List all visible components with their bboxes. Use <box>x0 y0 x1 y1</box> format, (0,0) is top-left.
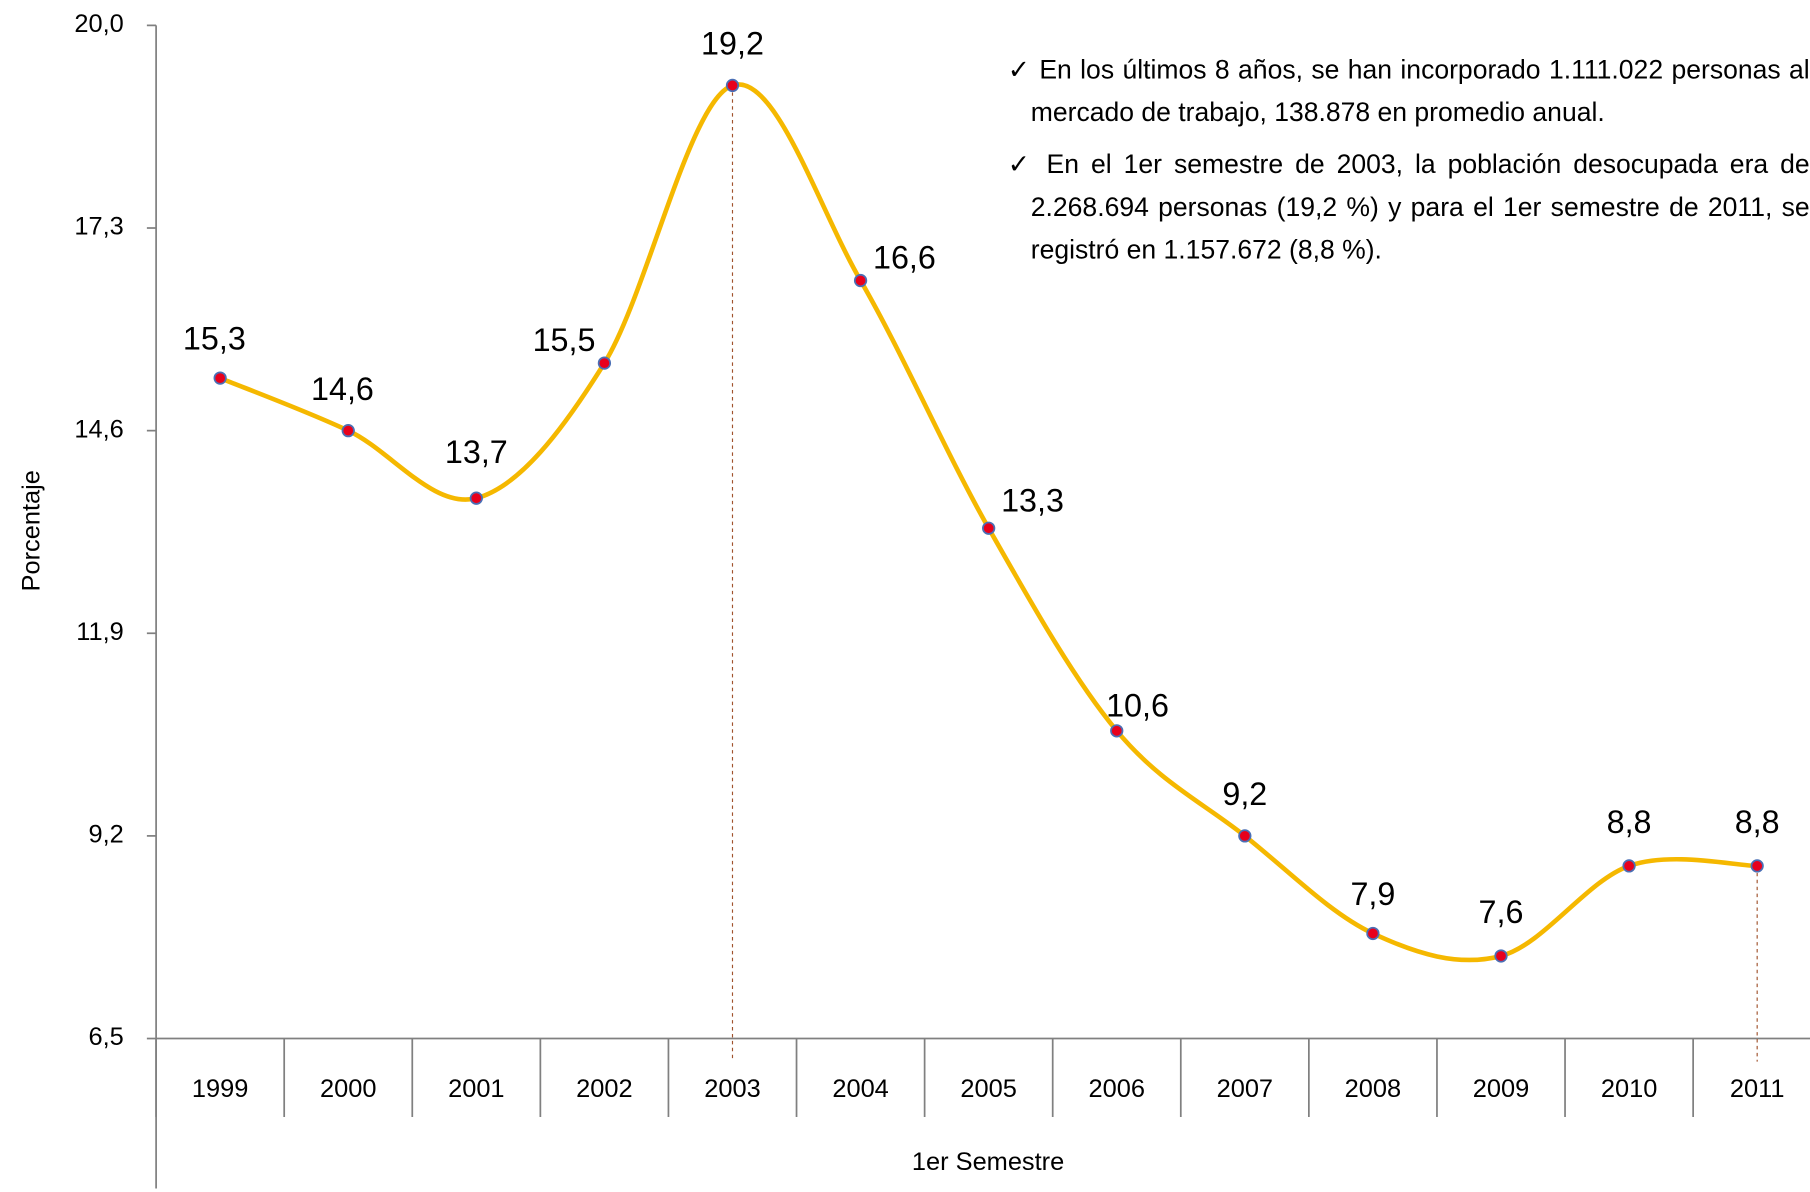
marker <box>469 491 483 505</box>
y-tick-label: 11,9 <box>76 618 124 646</box>
x-tick-label: 2000 <box>320 1075 376 1103</box>
annotation-box: En los últimos 8 años, se han incorporad… <box>1008 48 1810 417</box>
marker <box>597 356 612 370</box>
x-tick-label: 2006 <box>1089 1075 1145 1103</box>
data-label: 8,8 <box>1607 804 1652 840</box>
y-tick-label: 9,2 <box>89 821 124 849</box>
annotation: En los últimos 8 años, se han incorporad… <box>1008 48 1810 133</box>
marker <box>1622 859 1636 873</box>
data-label: 8,8 <box>1735 804 1780 840</box>
x-tick-label: 2007 <box>1217 1075 1273 1103</box>
marker <box>1750 859 1764 873</box>
annotations: En los últimos 8 años, se han incorporad… <box>1008 48 1810 271</box>
marker <box>1110 724 1124 738</box>
y-tick-label: 14,6 <box>74 415 123 443</box>
data-label: 9,2 <box>1222 776 1267 812</box>
data-label: 7,6 <box>1479 894 1524 930</box>
x-axis-label: 1er Semestre <box>912 1148 1064 1176</box>
data-label: 13,7 <box>445 434 508 470</box>
y-axis-label: Porcentaje <box>17 470 45 591</box>
x-tick-label: 2008 <box>1345 1075 1401 1103</box>
marker <box>982 521 996 535</box>
y-tick-label: 20,0 <box>74 10 123 38</box>
marker <box>1238 829 1252 843</box>
line <box>219 82 1758 963</box>
marker <box>853 273 868 288</box>
marker <box>213 371 227 385</box>
x-tick-label: 2010 <box>1601 1075 1657 1103</box>
data-label: 7,9 <box>1350 876 1395 912</box>
y-tick-label: 17,3 <box>74 213 123 241</box>
x-tick-label: 1999 <box>192 1075 248 1103</box>
data-label: 10,6 <box>1106 687 1169 723</box>
x-tick-label: 2009 <box>1473 1075 1529 1103</box>
marker <box>341 424 355 438</box>
x-tick-label: 2005 <box>960 1075 1016 1103</box>
x-tick-label: 2001 <box>448 1075 504 1103</box>
data-label: 14,6 <box>311 371 374 407</box>
marker <box>1494 949 1508 963</box>
data-label: 13,3 <box>1001 482 1064 518</box>
data-label: 15,5 <box>533 322 596 358</box>
x-tick-label: 2003 <box>704 1075 760 1103</box>
x-tick-label: 2002 <box>576 1075 632 1103</box>
data-label: 19,2 <box>701 26 764 62</box>
x-tick-label: 2004 <box>832 1075 888 1103</box>
x-tick-label: 2011 <box>1730 1075 1785 1103</box>
data-label: 16,6 <box>873 239 936 275</box>
annotation: En el 1er semestre de 2003, la población… <box>1008 143 1810 271</box>
marker <box>725 78 740 93</box>
data-label: 15,3 <box>183 321 246 357</box>
y-tick-label: 6,5 <box>89 1023 124 1051</box>
marker <box>1366 926 1380 941</box>
